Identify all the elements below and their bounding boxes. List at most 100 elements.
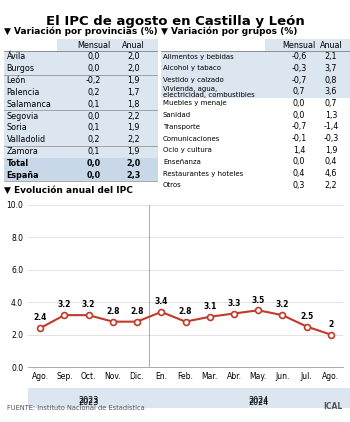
Text: Sanidad: Sanidad <box>163 112 191 118</box>
Text: 1,3: 1,3 <box>325 111 337 120</box>
Text: ▼ Evolución anual del IPC: ▼ Evolución anual del IPC <box>4 186 132 195</box>
Text: Muebles y menaje: Muebles y menaje <box>163 100 226 106</box>
Text: 1,7: 1,7 <box>127 88 140 97</box>
FancyBboxPatch shape <box>161 62 350 74</box>
Point <box>231 310 237 317</box>
Text: 3,7: 3,7 <box>325 64 337 73</box>
Text: 0,0: 0,0 <box>88 64 100 73</box>
Text: 3.3: 3.3 <box>227 299 241 308</box>
Text: 2.8: 2.8 <box>106 307 120 316</box>
Text: Vivienda, agua,: Vivienda, agua, <box>163 86 217 92</box>
Text: Enseñanza: Enseñanza <box>163 159 201 165</box>
Text: Anual: Anual <box>122 41 145 50</box>
Text: Soria: Soria <box>7 123 27 133</box>
Text: -0,6: -0,6 <box>291 52 307 61</box>
Point <box>86 312 91 319</box>
Point <box>134 318 140 325</box>
Text: Mensual: Mensual <box>77 41 110 50</box>
Text: 0,7: 0,7 <box>293 87 305 96</box>
Text: 2.4: 2.4 <box>34 314 47 322</box>
Text: España: España <box>7 171 39 180</box>
Text: 2,0: 2,0 <box>126 159 141 168</box>
Text: 0,4: 0,4 <box>325 157 337 166</box>
Text: 1,4: 1,4 <box>293 146 305 155</box>
Text: 2.8: 2.8 <box>179 307 192 316</box>
Text: 3.2: 3.2 <box>58 300 71 309</box>
Text: El IPC de agosto en Castilla y León: El IPC de agosto en Castilla y León <box>46 15 304 28</box>
Text: -1,4: -1,4 <box>323 122 339 131</box>
Text: -0,7: -0,7 <box>291 76 307 84</box>
Text: 0,1: 0,1 <box>88 123 100 133</box>
Text: Restaurantes y hoteles: Restaurantes y hoteles <box>163 170 243 177</box>
Text: Transporte: Transporte <box>163 124 200 130</box>
Point <box>280 312 285 319</box>
Text: 0,0: 0,0 <box>293 157 305 166</box>
FancyBboxPatch shape <box>4 87 158 98</box>
Text: Ávila: Ávila <box>7 52 26 61</box>
Text: electricidad, combustibles: electricidad, combustibles <box>163 92 255 98</box>
FancyBboxPatch shape <box>161 51 350 62</box>
Text: Otros: Otros <box>163 182 182 188</box>
Text: -0,3: -0,3 <box>323 134 339 143</box>
FancyBboxPatch shape <box>4 169 158 181</box>
FancyBboxPatch shape <box>4 146 158 157</box>
Text: 0,2: 0,2 <box>88 135 100 144</box>
Point <box>256 307 261 314</box>
FancyBboxPatch shape <box>4 122 158 134</box>
Text: 2,2: 2,2 <box>127 111 140 121</box>
Bar <box>28 388 149 408</box>
FancyBboxPatch shape <box>4 134 158 146</box>
Point <box>207 314 212 320</box>
Text: -0,1: -0,1 <box>291 134 307 143</box>
Text: 0,0: 0,0 <box>86 159 101 168</box>
FancyBboxPatch shape <box>4 98 158 110</box>
Point <box>62 312 67 319</box>
FancyBboxPatch shape <box>4 63 158 75</box>
FancyBboxPatch shape <box>4 75 158 87</box>
Text: Palencia: Palencia <box>7 88 40 97</box>
Text: Segovia: Segovia <box>7 111 39 121</box>
Text: Salamanca: Salamanca <box>7 100 51 109</box>
Text: Anual: Anual <box>320 41 342 50</box>
Text: 0,0: 0,0 <box>293 111 305 120</box>
Text: 2,3: 2,3 <box>126 171 141 180</box>
Text: ▼ Variación por grupos (%): ▼ Variación por grupos (%) <box>161 27 298 36</box>
Text: Vestido y calzado: Vestido y calzado <box>163 77 224 83</box>
Text: 2: 2 <box>328 320 334 329</box>
Text: 2024: 2024 <box>248 396 268 406</box>
Text: 1,9: 1,9 <box>127 147 140 156</box>
Text: 0,8: 0,8 <box>325 76 337 84</box>
Text: 2.8: 2.8 <box>130 307 144 316</box>
Text: ICAL: ICAL <box>324 403 343 411</box>
Text: 3.4: 3.4 <box>155 297 168 306</box>
Text: 4,6: 4,6 <box>325 169 337 178</box>
FancyBboxPatch shape <box>161 86 350 97</box>
FancyBboxPatch shape <box>265 39 350 51</box>
FancyBboxPatch shape <box>4 51 158 63</box>
Text: 2,2: 2,2 <box>127 135 140 144</box>
Text: ▼ Variación por provincias (%): ▼ Variación por provincias (%) <box>4 27 157 36</box>
Text: -0,2: -0,2 <box>86 76 101 85</box>
Text: 0,0: 0,0 <box>293 99 305 108</box>
Text: -0,7: -0,7 <box>291 122 307 131</box>
FancyBboxPatch shape <box>161 74 350 86</box>
Text: 0,4: 0,4 <box>293 169 305 178</box>
Text: 1,9: 1,9 <box>127 123 140 133</box>
Text: 2,2: 2,2 <box>325 181 337 190</box>
Text: FUENTE: Instituto Nacional de Estadística: FUENTE: Instituto Nacional de Estadístic… <box>7 406 145 411</box>
Point <box>183 318 188 325</box>
Text: 0,7: 0,7 <box>325 99 337 108</box>
Text: 0,0: 0,0 <box>88 52 100 61</box>
Text: 2024: 2024 <box>248 398 268 407</box>
Text: 2.5: 2.5 <box>300 312 313 321</box>
Text: 3.5: 3.5 <box>252 295 265 305</box>
Text: Comunicaciones: Comunicaciones <box>163 135 220 141</box>
Point <box>37 325 43 332</box>
Point <box>110 318 116 325</box>
Text: Valladolid: Valladolid <box>7 135 46 144</box>
Point <box>159 308 164 315</box>
Text: Ocio y cultura: Ocio y cultura <box>163 147 212 153</box>
Text: 2,0: 2,0 <box>127 52 140 61</box>
Text: 1,9: 1,9 <box>325 146 337 155</box>
Text: Mensual: Mensual <box>282 41 316 50</box>
